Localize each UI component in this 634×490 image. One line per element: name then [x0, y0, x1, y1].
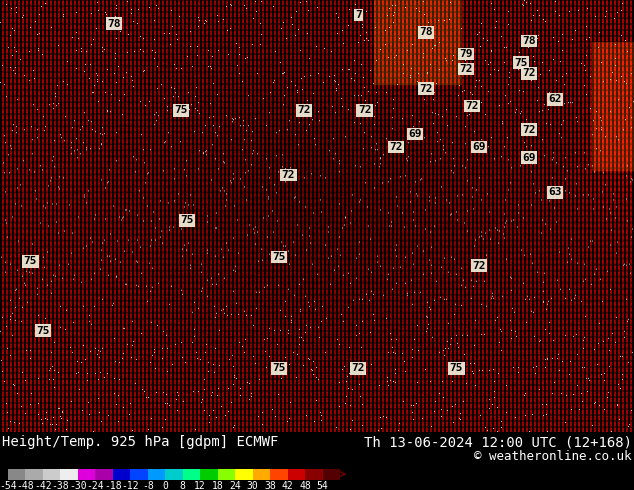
Text: 72: 72 — [358, 105, 372, 115]
Text: -12: -12 — [122, 481, 139, 490]
Bar — [148, 468, 165, 480]
Text: -48: -48 — [16, 481, 34, 490]
Bar — [183, 468, 200, 480]
Text: 72: 72 — [389, 142, 403, 152]
Text: 72: 72 — [419, 84, 433, 94]
Text: 72: 72 — [459, 64, 473, 74]
Bar — [200, 468, 217, 480]
Bar — [235, 468, 252, 480]
Text: 75: 75 — [514, 58, 528, 68]
Text: 38: 38 — [264, 481, 276, 490]
Text: 42: 42 — [281, 481, 294, 490]
Text: -38: -38 — [51, 481, 69, 490]
Text: 63: 63 — [548, 187, 562, 197]
Bar — [113, 468, 131, 480]
Bar — [43, 468, 60, 480]
Bar — [165, 468, 183, 480]
Text: 78: 78 — [419, 27, 433, 37]
Text: 24: 24 — [230, 481, 241, 490]
Text: 18: 18 — [212, 481, 224, 490]
Text: 69: 69 — [472, 142, 486, 152]
Bar — [217, 468, 235, 480]
Text: 30: 30 — [247, 481, 259, 490]
Text: 69: 69 — [408, 129, 422, 139]
Bar — [288, 468, 305, 480]
Text: 72: 72 — [522, 124, 536, 135]
Text: 75: 75 — [272, 363, 286, 373]
Text: 12: 12 — [195, 481, 206, 490]
Bar — [8, 468, 25, 480]
Text: 62: 62 — [548, 95, 562, 104]
Bar — [305, 468, 323, 480]
Text: 78: 78 — [522, 36, 536, 46]
Bar — [78, 468, 95, 480]
Text: 8: 8 — [180, 481, 186, 490]
Bar — [270, 468, 288, 480]
Text: © weatheronline.co.uk: © weatheronline.co.uk — [474, 450, 632, 463]
Text: -24: -24 — [87, 481, 104, 490]
Text: -54: -54 — [0, 481, 17, 490]
Text: Height/Temp. 925 hPa [gdpm] ECMWF: Height/Temp. 925 hPa [gdpm] ECMWF — [2, 435, 278, 449]
Bar — [25, 468, 43, 480]
Text: 48: 48 — [299, 481, 311, 490]
Text: 69: 69 — [522, 153, 536, 163]
Text: -8: -8 — [142, 481, 153, 490]
Text: 54: 54 — [316, 481, 328, 490]
Bar — [252, 468, 270, 480]
Text: 79: 79 — [459, 49, 473, 59]
Text: 75: 75 — [180, 216, 194, 225]
Text: 7: 7 — [355, 10, 361, 20]
Text: 72: 72 — [351, 363, 365, 373]
Text: 75: 75 — [272, 252, 286, 262]
Text: 72: 72 — [281, 170, 295, 180]
Text: 0: 0 — [162, 481, 168, 490]
Text: 72: 72 — [297, 105, 311, 115]
Text: 75: 75 — [36, 326, 50, 336]
Text: 72: 72 — [472, 261, 486, 271]
Text: 75: 75 — [450, 363, 463, 373]
Text: -42: -42 — [34, 481, 52, 490]
Bar — [323, 468, 340, 480]
Bar — [131, 468, 148, 480]
Text: Th 13-06-2024 12:00 UTC (12+168): Th 13-06-2024 12:00 UTC (12+168) — [364, 435, 632, 449]
Text: 72: 72 — [465, 101, 479, 111]
Bar — [95, 468, 113, 480]
Text: 78: 78 — [107, 19, 121, 29]
Text: 75: 75 — [23, 256, 37, 267]
Bar — [60, 468, 78, 480]
Text: -30: -30 — [69, 481, 87, 490]
Text: 75: 75 — [174, 105, 188, 115]
Text: 72: 72 — [522, 69, 536, 78]
Text: -18: -18 — [104, 481, 122, 490]
